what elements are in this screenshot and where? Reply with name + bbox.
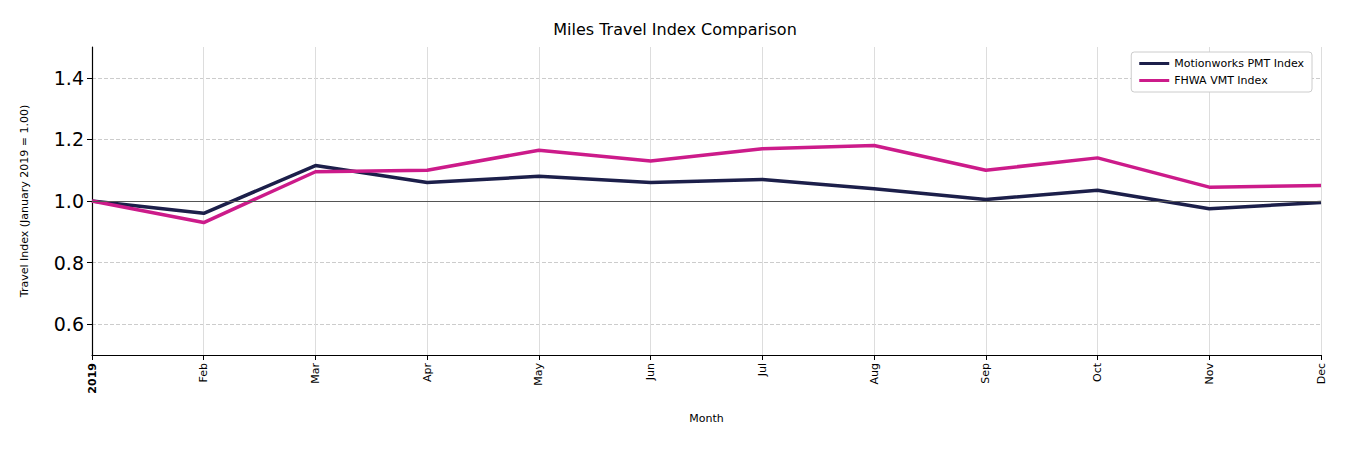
svg-text:0.6: 0.6 xyxy=(54,313,84,335)
svg-text:1.0: 1.0 xyxy=(54,190,84,212)
svg-text:Motionworks PMT Index: Motionworks PMT Index xyxy=(1174,57,1304,70)
svg-text:Oct: Oct xyxy=(1091,362,1104,382)
svg-text:Aug: Aug xyxy=(868,363,881,384)
svg-text:Mar: Mar xyxy=(309,363,322,384)
svg-text:Feb: Feb xyxy=(197,363,210,382)
svg-text:Jun: Jun xyxy=(644,363,657,381)
svg-text:Miles Travel Index Comparison: Miles Travel Index Comparison xyxy=(553,20,797,39)
svg-text:Travel Index (January 2019 = 1: Travel Index (January 2019 = 1.00) xyxy=(18,105,31,298)
svg-text:1.4: 1.4 xyxy=(54,67,84,89)
svg-text:2019: 2019 xyxy=(86,363,99,394)
svg-text:Apr: Apr xyxy=(421,363,434,383)
svg-text:0.8: 0.8 xyxy=(54,252,84,274)
svg-text:Nov: Nov xyxy=(1203,363,1216,385)
svg-text:Sep: Sep xyxy=(979,363,992,384)
svg-text:Dec: Dec xyxy=(1315,363,1328,384)
svg-text:Jul: Jul xyxy=(756,363,769,377)
svg-text:Month: Month xyxy=(689,412,724,425)
svg-text:May: May xyxy=(532,363,545,386)
svg-text:FHWA VMT Index: FHWA VMT Index xyxy=(1174,74,1268,87)
svg-text:1.2: 1.2 xyxy=(54,128,84,150)
